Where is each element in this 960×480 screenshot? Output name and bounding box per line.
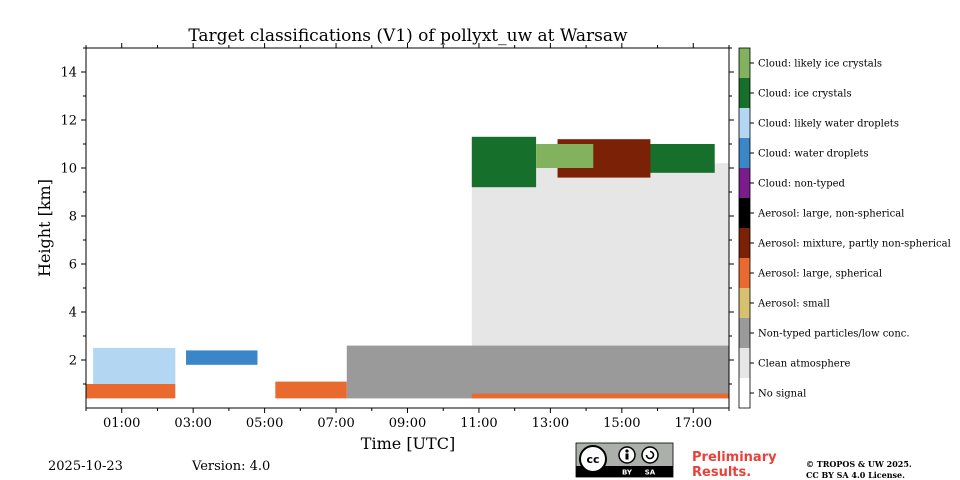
region-5	[93, 348, 176, 384]
legend-label: Non-typed particles/low conc.	[758, 329, 910, 340]
y-tick-label: 4	[69, 306, 77, 321]
y-tick-label: 8	[69, 210, 77, 225]
by-text: BY	[622, 469, 633, 477]
region-3	[275, 381, 347, 399]
legend-swatch	[739, 228, 750, 258]
x-axis-label: Time [UTC]	[361, 434, 455, 453]
region-10	[536, 144, 594, 168]
legend-frame	[738, 47, 751, 409]
legend-swatch	[739, 348, 750, 378]
legend-swatch	[739, 288, 750, 318]
region-6	[186, 350, 258, 365]
share-alike-icon	[641, 446, 659, 464]
attribution-body	[625, 453, 629, 460]
region-1	[346, 345, 729, 399]
x-tick-label: 13:00	[532, 416, 569, 431]
region-2	[86, 384, 176, 399]
legend-swatch	[739, 78, 750, 108]
x-tick-label: 17:00	[675, 416, 712, 431]
version-label: Version: 4.0	[191, 459, 270, 474]
y-axis-label: Height [km]	[35, 179, 54, 277]
chart-title: Target classifications (V1) of pollyxt_u…	[188, 26, 628, 46]
x-tick-label: 01:00	[103, 416, 140, 431]
legend-swatch	[739, 318, 750, 348]
legend-label: Cloud: likely water droplets	[758, 119, 899, 130]
sa-text: SA	[645, 469, 656, 477]
y-tick-label: 6	[69, 258, 77, 273]
copyright-line1: © TROPOS & UW 2025.	[806, 459, 912, 469]
cc-logo-icon	[579, 445, 607, 473]
preliminary-line1: Preliminary	[692, 450, 777, 465]
legend-swatch	[739, 48, 750, 78]
x-axis: 01:00 03:00 05:00 07:00 09:00 11:00 13:00 15:00…	[85, 43, 730, 431]
legend-label: Cloud: ice crystals	[758, 89, 852, 100]
x-tick-label: 03:00	[174, 416, 211, 431]
x-tick-label: 07:00	[317, 416, 354, 431]
legend-swatch	[739, 138, 750, 168]
legend: No signal Clean atmosphere Non-typed parti…	[738, 47, 951, 409]
y-tick-label: 2	[69, 354, 77, 369]
legend-label: Clean atmosphere	[758, 359, 851, 370]
x-tick-label: 15:00	[603, 416, 640, 431]
copyright-line2: CC BY SA 4.0 License.	[806, 470, 905, 480]
legend-swatch	[739, 168, 750, 198]
legend-label: Cloud: water droplets	[758, 149, 869, 160]
preliminary-line2: Results.	[692, 465, 751, 480]
region-0	[471, 163, 729, 351]
region-7	[471, 136, 537, 188]
legend-swatches	[739, 48, 750, 408]
x-tick-label: 09:00	[389, 416, 426, 431]
legend-label: Cloud: likely ice crystals	[758, 59, 882, 70]
legend-label: Aerosol: small	[757, 299, 830, 310]
legend-swatch	[739, 258, 750, 288]
legend-swatch	[739, 378, 750, 408]
legend-label: No signal	[758, 389, 806, 400]
attribution-head	[625, 449, 629, 453]
region-4	[471, 393, 729, 399]
legend-labels: No signal Clean atmosphere Non-typed parti…	[750, 59, 951, 400]
y-tick-label: 10	[60, 162, 77, 177]
cc-license-badge[interactable]: cc BY SA	[575, 442, 674, 478]
legend-swatch	[739, 108, 750, 138]
x-tick-label: 05:00	[246, 416, 283, 431]
legend-label: Cloud: non-typed	[758, 179, 846, 190]
data-layer	[86, 136, 729, 399]
legend-label: Aerosol: large, spherical	[757, 269, 882, 280]
y-tick-label: 12	[60, 114, 77, 129]
x-tick-label: 11:00	[460, 416, 497, 431]
plot-area	[85, 47, 730, 409]
badge-footer-strip	[576, 466, 673, 477]
y-tick-label: 14	[60, 66, 77, 81]
date-label: 2025-10-23	[48, 459, 123, 474]
legend-swatch	[739, 198, 750, 228]
cc-logo-text: cc	[586, 453, 599, 466]
y-axis: 2 4 6 8 10 12 14	[60, 47, 734, 385]
legend-label: Aerosol: large, non-spherical	[757, 209, 904, 220]
legend-label: Aerosol: mixture, partly non-spherical	[757, 239, 951, 250]
share-alike-arrow	[645, 450, 655, 460]
